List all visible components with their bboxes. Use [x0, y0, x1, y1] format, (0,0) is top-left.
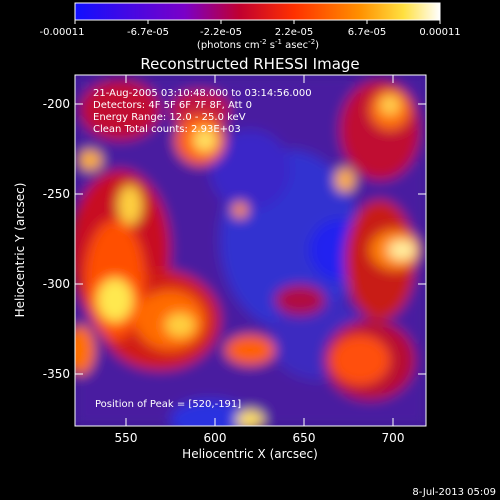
peak-position: Position of Peak = [520,-191]: [95, 399, 241, 410]
info-line-clean: Clean Total counts: 2.93E+03: [93, 124, 241, 135]
y-axis-label: Heliocentric Y (arcsec): [13, 183, 27, 318]
colorbar-tick-1: -6.7e-05: [127, 27, 169, 38]
info-line-energy: Energy Range: 12.0 - 25.0 keV: [93, 112, 246, 123]
axis-ticks: [75, 75, 426, 426]
y-tick-300: -300: [43, 277, 70, 291]
y-tick-250: -250: [43, 187, 70, 201]
footer-date: 8-Jul-2013 05:09: [412, 487, 496, 498]
x-tick-700: 700: [382, 431, 405, 445]
x-tick-550: 550: [115, 431, 138, 445]
x-tick-600: 600: [204, 431, 227, 445]
y-tick-350: -350: [43, 367, 70, 381]
x-tick-650: 650: [293, 431, 316, 445]
colorbar-tick-5: 0.00011: [419, 27, 460, 38]
colorbar-units: (photons cm-2 s-1 asec-2): [197, 38, 319, 51]
colorbar-gradient: [74, 2, 441, 21]
colorbar-tick-2: -2.2e-05: [200, 27, 242, 38]
colorbar: -0.00011 -6.7e-05 -2.2e-05 2.2e-05 6.7e-…: [40, 2, 461, 51]
colorbar-tick-3: 2.2e-05: [275, 27, 313, 38]
info-line-time: 21-Aug-2005 03:10:48.000 to 03:14:56.000: [93, 88, 312, 99]
rhessi-image: [75, 75, 426, 426]
x-axis-label: Heliocentric X (arcsec): [182, 447, 318, 461]
y-tick-200: -200: [43, 97, 70, 111]
plot-title: Reconstructed RHESSI Image: [140, 55, 359, 73]
colorbar-tick-0: -0.00011: [40, 27, 85, 38]
colorbar-tick-4: 6.7e-05: [348, 27, 386, 38]
info-line-detectors: Detectors: 4F 5F 6F 7F 8F, Att 0: [93, 100, 252, 111]
